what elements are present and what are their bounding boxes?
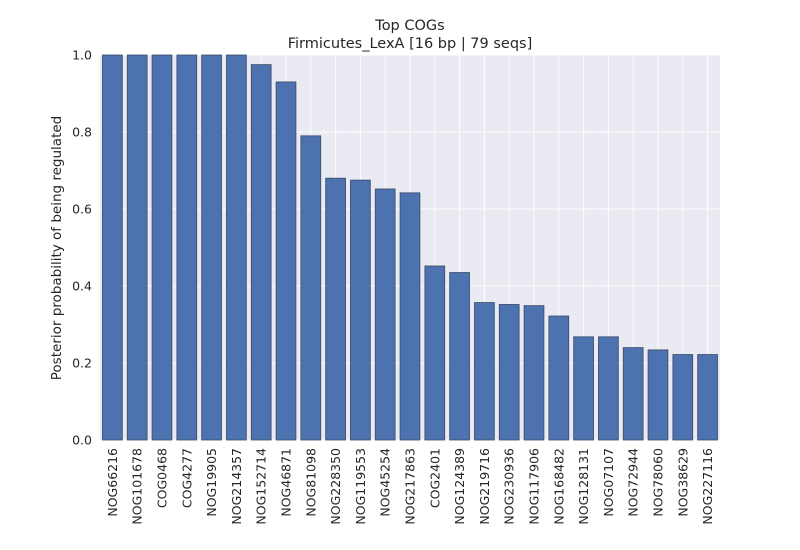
x-tick-label: COG0468 (155, 448, 170, 508)
y-tick-label: 0.4 (72, 279, 92, 294)
bar-nog66216 (102, 54, 123, 441)
x-tick-label: NOG227116 (700, 448, 715, 525)
y-tick-labels: 0.0 0.2 0.4 0.6 0.8 1.0 (72, 48, 92, 448)
bars (102, 54, 718, 441)
x-tick-label: COG4277 (179, 448, 194, 508)
bar-nog101678 (126, 54, 148, 441)
bar-nog230936 (498, 304, 520, 441)
y-axis-label: Posterior probability of being regulated (49, 116, 65, 381)
bar-nog124389 (449, 272, 470, 441)
x-tick-label: NOG117906 (527, 448, 542, 525)
y-tick-label: 0.0 (72, 433, 92, 448)
y-tick-label: 0.8 (72, 125, 92, 140)
bar-nog78060 (647, 349, 669, 441)
x-tick-label: NOG168482 (551, 448, 566, 525)
x-tick-label: NOG78060 (651, 448, 666, 517)
bar-cog0468 (151, 54, 173, 441)
x-tick-label: NOG72944 (626, 448, 641, 517)
x-tick-label: NOG38629 (675, 448, 690, 517)
bar-nog128131 (573, 336, 594, 441)
bar-nog117906 (523, 305, 545, 441)
x-tick-label: COG2401 (427, 448, 442, 508)
bar-nog46871 (275, 81, 297, 441)
chart-subtitle: Firmicutes_LexA [16 bp | 79 seqs] (288, 36, 533, 52)
x-tick-label: NOG230936 (502, 448, 517, 525)
x-tick-label: NOG101678 (130, 448, 145, 525)
x-tick-label: NOG19905 (204, 448, 219, 517)
x-tick-labels: NOG66216 NOG101678 COG0468 COG4277 NOG19905 N… (105, 448, 715, 525)
x-tick-label: NOG228350 (328, 448, 343, 525)
x-tick-label: NOG152714 (254, 448, 269, 525)
bar-nog228350 (325, 177, 346, 441)
x-tick-label: NOG66216 (105, 448, 120, 517)
bar-nog168482 (548, 315, 570, 441)
bar-nog119553 (350, 179, 371, 441)
bar-nog07107 (598, 336, 619, 441)
bar-nog38629 (672, 354, 694, 441)
bar-nog72944 (622, 347, 644, 441)
y-tick-label: 1.0 (72, 48, 92, 63)
x-tick-label: NOG214357 (229, 448, 244, 525)
bar-nog19905 (201, 54, 222, 441)
bar-nog45254 (374, 188, 396, 441)
bar-cog4277 (176, 54, 198, 441)
bar-nog152714 (250, 64, 272, 441)
x-tick-label: NOG124389 (452, 448, 467, 525)
bar-nog217863 (399, 192, 421, 441)
x-tick-label: NOG219716 (477, 448, 492, 525)
bar-nog219716 (474, 302, 495, 441)
bar-nog81098 (300, 135, 322, 441)
x-tick-label: NOG45254 (378, 448, 393, 517)
x-tick-label: NOG119553 (353, 448, 368, 525)
y-tick-label: 0.2 (72, 356, 92, 371)
bar-nog214357 (226, 54, 247, 441)
bar-nog227116 (697, 354, 718, 441)
x-tick-label: NOG46871 (279, 448, 294, 517)
x-tick-label: NOG07107 (601, 448, 616, 517)
x-tick-label: NOG128131 (576, 448, 591, 525)
chart-title: Top COGs (374, 18, 444, 34)
x-tick-label: NOG81098 (303, 448, 318, 517)
x-tick-label: NOG217863 (403, 448, 418, 525)
y-tick-label: 0.6 (72, 202, 92, 217)
bar-cog2401 (424, 265, 446, 441)
